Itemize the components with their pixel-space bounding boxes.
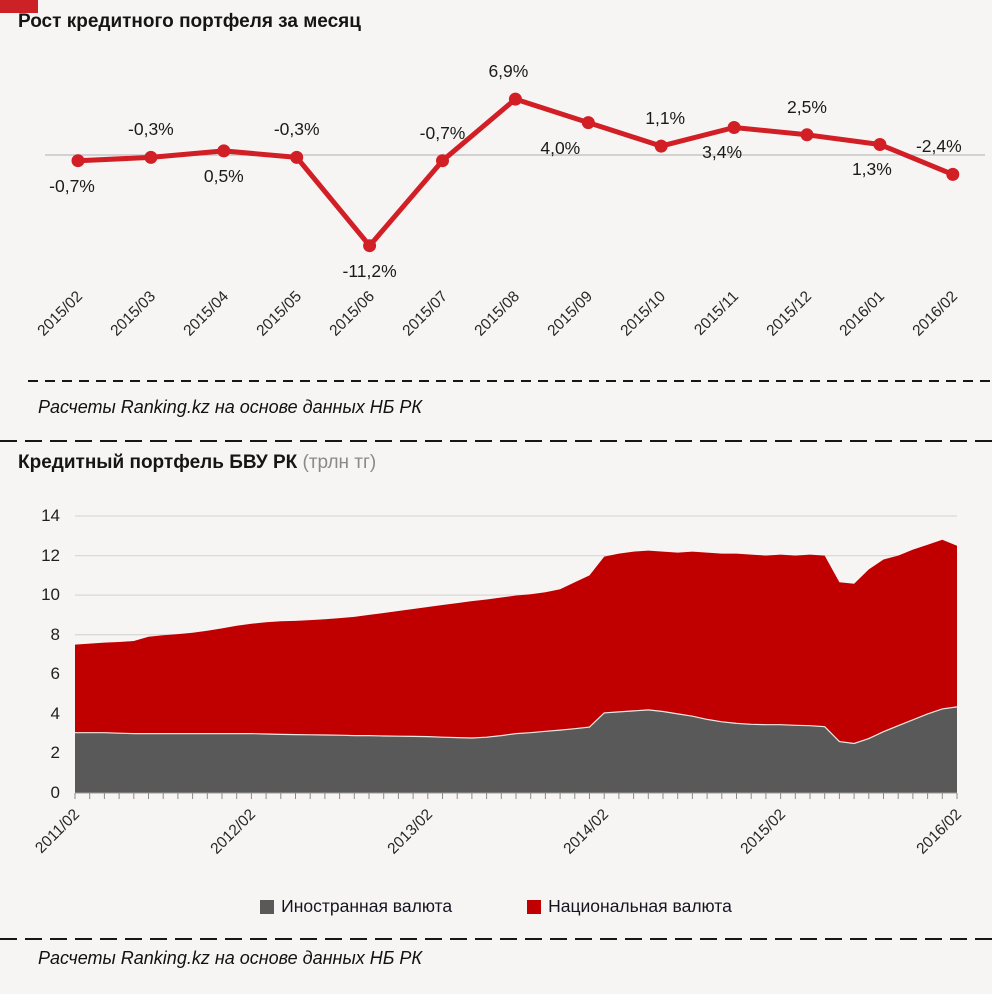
legend-swatch-national-currency — [527, 899, 542, 914]
chart2-title-text: Кредитный портфель БВУ РК — [18, 452, 298, 473]
x-axis-tick-label: 2016/02 — [913, 806, 966, 858]
y-axis-tick-label: 0 — [50, 783, 60, 802]
x-axis-tick-label: 2013/02 — [384, 806, 437, 858]
x-axis-tick-label: 2015/11 — [691, 288, 743, 339]
legend-label-foreign-currency: Иностранная валюта — [281, 896, 453, 916]
data-point-label: 1,1% — [645, 108, 686, 128]
data-point-label: -0,7% — [49, 176, 95, 196]
y-axis-tick-label: 8 — [50, 625, 60, 644]
legend-item-national-currency: Национальная валюта — [527, 896, 732, 917]
data-point-label: -2,4% — [915, 136, 962, 156]
chart2-source-note: Расчеты Ranking.kz на основе данных НБ Р… — [38, 948, 423, 968]
dashed-separator-3 — [0, 938, 992, 940]
y-axis-tick-label: 12 — [41, 546, 60, 565]
x-axis-tick-label: 2015/10 — [617, 288, 670, 340]
x-axis-tick-label: 2015/02 — [737, 806, 790, 858]
dashed-separator-1 — [28, 380, 992, 382]
chart2-legend: Иностранная валюта Национальная валюта — [0, 896, 992, 917]
red-corner-mark — [0, 0, 38, 13]
x-axis-tick-label: 2015/02 — [34, 288, 87, 340]
data-point-label: 4,0% — [540, 138, 581, 158]
y-axis-tick-label: 10 — [41, 585, 60, 604]
x-axis-tick-label: 2015/05 — [253, 288, 305, 340]
x-axis-tick-label: 2015/08 — [471, 288, 524, 340]
data-point-label: -11,2% — [342, 261, 397, 281]
chart2-title: Кредитный портфель БВУ РК (трлн тг) — [18, 452, 376, 474]
data-point-label: 0,5% — [203, 166, 244, 186]
legend-item-foreign-currency: Иностранная валюта — [260, 896, 452, 917]
x-axis-tick-label: 2015/03 — [107, 288, 159, 340]
y-axis-tick-label: 6 — [50, 664, 60, 683]
x-axis-tick-label: 2015/09 — [544, 288, 597, 340]
x-axis-tick-label: 2016/01 — [836, 288, 888, 340]
x-axis-tick-label: 2015/12 — [763, 288, 816, 340]
y-axis-tick-label: 2 — [50, 743, 60, 762]
x-axis-tick-label: 2015/07 — [398, 288, 451, 340]
data-point-label: -0,3% — [128, 119, 174, 139]
x-axis-tick-label: 2016/02 — [909, 288, 961, 340]
data-point-label: -0,7% — [419, 123, 466, 143]
monthly-growth-line-chart — [45, 92, 985, 253]
dashed-separator-2 — [0, 440, 992, 442]
y-axis-tick-label: 4 — [50, 704, 60, 723]
data-point-label: 2,5% — [787, 97, 827, 117]
data-point-label: -0,3% — [273, 119, 320, 139]
data-point-label: 6,9% — [488, 61, 529, 81]
x-axis-tick-label: 2011/02 — [32, 806, 84, 857]
portfolio-stacked-area-chart — [74, 515, 958, 799]
data-point-label: 1,3% — [851, 159, 892, 179]
chart1-source-note: Расчеты Ranking.kz на основе данных НБ Р… — [38, 397, 423, 417]
legend-label-national-currency: Национальная валюта — [548, 896, 732, 916]
legend-swatch-foreign-currency — [260, 899, 275, 914]
x-axis-tick-label: 2015/04 — [180, 288, 232, 340]
x-axis-tick-label: 2012/02 — [207, 806, 260, 858]
chart1-title: Рост кредитного портфеля за месяц — [18, 11, 361, 32]
x-axis-tick-label: 2014/02 — [560, 806, 613, 858]
y-axis-tick-label: 14 — [41, 506, 60, 525]
chart2-unit: (трлн тг) — [302, 452, 377, 473]
x-axis-tick-label: 2015/06 — [325, 288, 378, 340]
data-point-label: 3,4% — [702, 142, 743, 162]
